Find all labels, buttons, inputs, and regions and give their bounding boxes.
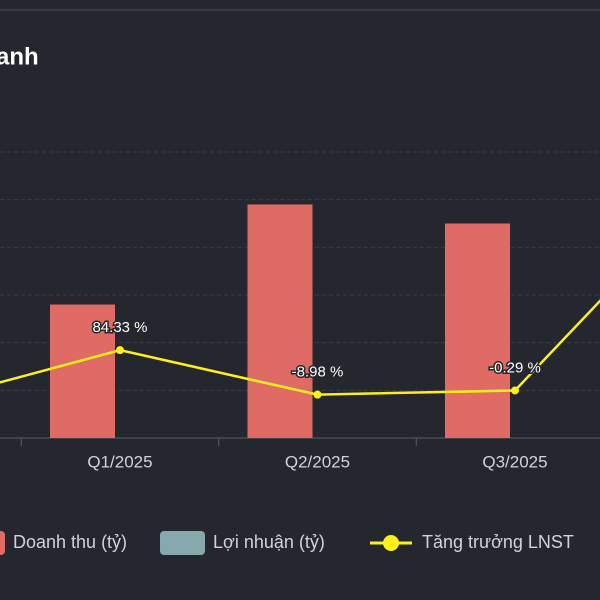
- legend-label: Lợi nhuận (tỷ): [213, 532, 325, 552]
- legend-label: Doanh thu (tỷ): [13, 532, 127, 552]
- legend-point: [383, 535, 399, 551]
- bar: [445, 223, 510, 438]
- chart-title: anh: [0, 43, 39, 70]
- bar: [50, 304, 115, 438]
- x-tick-label: Q1/2025: [87, 452, 152, 471]
- data-label: -8.98 %: [292, 364, 344, 381]
- line-point: [116, 346, 124, 355]
- line-point: [313, 390, 322, 399]
- x-tick-label: Q2/2025: [285, 452, 350, 471]
- x-tick-label: Q3/2025: [482, 452, 547, 471]
- legend-swatch: [160, 531, 205, 555]
- line-point: [511, 386, 519, 395]
- legend-swatch: [0, 531, 5, 555]
- bar: [247, 204, 313, 438]
- data-label: -0.29 %: [489, 359, 541, 376]
- legend-label: Tăng trưởng LNST: [422, 532, 574, 552]
- data-label: 84.33 %: [92, 319, 147, 336]
